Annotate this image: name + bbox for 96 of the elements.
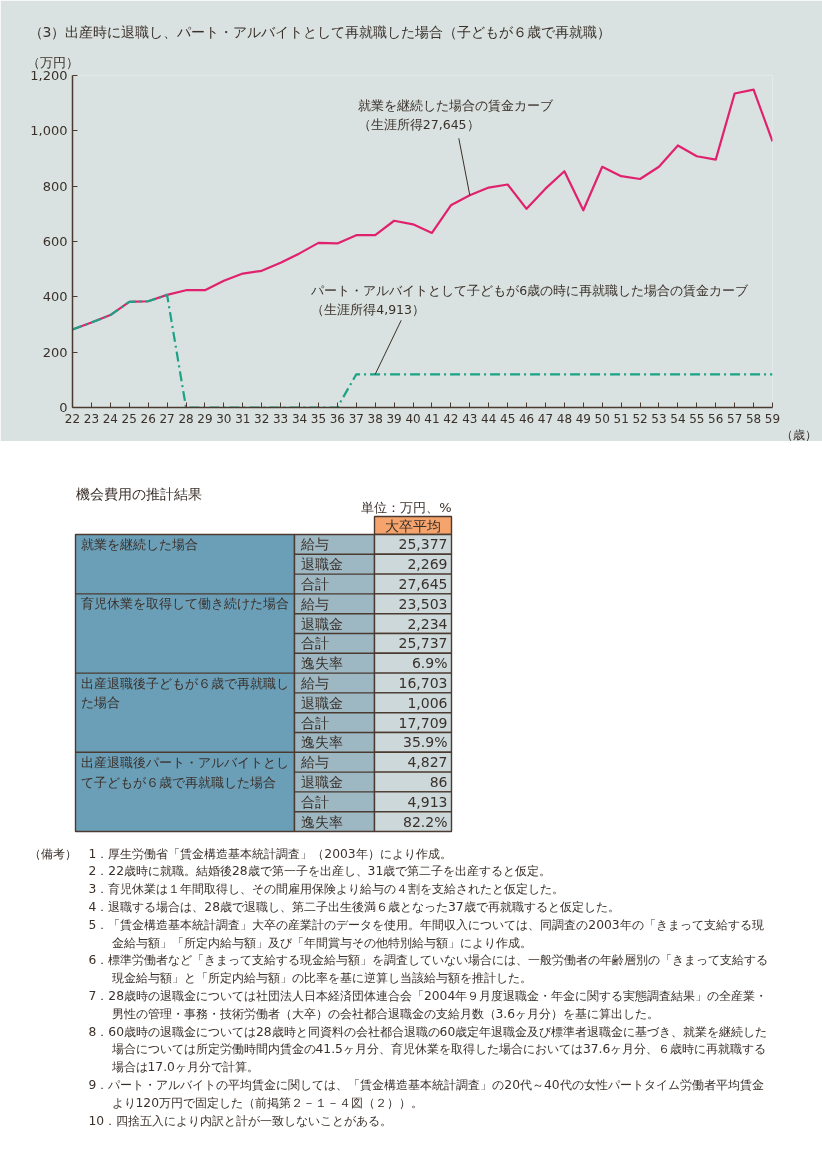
data-label: 4,827 (407, 754, 448, 771)
data-label: 25,377 (398, 536, 448, 553)
y-tick-label: 退職金 (300, 556, 343, 573)
y-tick-label: 400 (42, 289, 68, 305)
y-tick-label: 1,200 (30, 68, 68, 83)
x-tick-label: 31 (235, 411, 251, 426)
y-tick-label: 給与 (299, 754, 329, 771)
y-tick-label: 逸失率 (300, 655, 343, 672)
y2-tick-label: 育児休業を取得して働き続けた場合 (80, 596, 289, 612)
x-tick-label: 42 (443, 411, 459, 426)
text: 8．60歳時の退職金については28歳時と同資料の会社都合退職の60歳定年退職金及び標準者退職金に基づき、就業を継続した場合については所定労働時間内賃金の41.5ヶ月分、育児休業を取得した場合においては37.6ヶ月分、６歳時に再就職する場合は17.0ヶ月分で計算。 (88, 1024, 768, 1075)
x-tick-label: 47 (537, 411, 554, 426)
data-label: 27,645 (398, 576, 448, 592)
data-label: 1,006 (407, 694, 448, 711)
data-label: 6.9% (411, 655, 448, 672)
text: 2．22歳時に就職。結婚後28歳で第一子を出産し、31歳で第二子を出産すると仮定。 (88, 864, 552, 879)
x-tick-label: 49 (575, 411, 591, 426)
x-tick-label: 50 (594, 411, 610, 426)
data-label: 82.2% (403, 813, 448, 830)
x-tick-label: 28 (178, 411, 194, 426)
x-tick-label: 41 (424, 411, 440, 426)
x-tick-label: 51 (613, 411, 629, 426)
y-tick-label: 給与 (299, 536, 329, 553)
x-tick-label: 46 (518, 411, 535, 426)
annotation: 就業を継続した場合の賃金カーブ（生涯所得27,645） (357, 98, 554, 133)
x-tick-label: 55 (689, 411, 705, 426)
text: 5．「賃金構造基本統計調査」大卒の産業計のデータを使用。年間収入については、同調査の2003年の「きまって支給する現金給与額」「所定内給与額」及び「年間賞与その他特別給与額」により作成。 (88, 917, 764, 950)
y-tick-label: 合計 (300, 576, 329, 592)
y-tick-label: 1,000 (30, 123, 68, 139)
x-tick-label: 25 (121, 411, 137, 426)
chart-subtitle: 単位：万円、% (361, 500, 452, 515)
x-tick-label: 53 (651, 411, 667, 426)
x-tick-label: 35 (310, 411, 327, 426)
text: 10．四捨五入により内訳と計が一致しないことがある。 (88, 1113, 393, 1128)
text: 6．標準労働者など「きまって支給する現金給与額」を調査していない場合には、一般労働者の年齢層別の「きまって支給する現金給与額」と「所定内給与額」の比率を基に逆算し当該給与額を推計した。 (88, 953, 769, 986)
x-tick-label: 56 (708, 411, 724, 426)
y-tick-label: 給与 (299, 595, 329, 612)
x-tick-label: 58 (745, 411, 762, 426)
x-tick-label: 27 (159, 411, 175, 426)
y-tick-label: 逸失率 (300, 734, 343, 751)
x-tick-label: 44 (481, 411, 497, 426)
text: 機会費用の推計結果 (75, 485, 202, 502)
x-tick-label: 38 (367, 411, 383, 426)
chart-title: （3）出産時に退職し、パート・アルバイトとして再就職した場合（子どもが６歳で再就職） (28, 23, 612, 40)
data-label: 16,703 (398, 675, 448, 691)
data-label: 2,234 (407, 615, 448, 632)
y-tick-label: 合計 (300, 635, 329, 652)
data-label: 4,913 (407, 793, 448, 810)
x-tick-label: 59 (764, 411, 781, 426)
x-axis-title: （歳） (780, 427, 817, 442)
y-axis-title: （万円） (26, 54, 79, 70)
x-tick-label: 23 (83, 411, 100, 426)
x-tick-label: 52 (632, 411, 648, 426)
y-tick-label: 600 (42, 234, 68, 249)
x-tick-label: 32 (254, 411, 270, 426)
data-label: 35.9% (403, 734, 448, 751)
data-label: 25,737 (398, 635, 448, 652)
x-tick-label: 36 (329, 411, 346, 426)
y2-tick-label: 出産退職後子どもが６歳で再就職した場合 (80, 675, 289, 711)
y2-tick-label: 就業を継続した場合 (80, 536, 198, 552)
y-tick-label: 800 (42, 178, 68, 194)
text: 3．育児休業は１年間取得し、その間雇用保険より給与の４割を支給されたと仮定した。 (88, 882, 565, 897)
y-tick-label: 合計 (300, 793, 329, 810)
x-tick-label: 30 (216, 411, 232, 426)
y2-tick-label: 出産退職後パート・アルバイトとして子どもが６歳で再就職した場合 (80, 754, 289, 790)
text: 7．28歳時の退職金については社団法人日本経済団体連合会「2004年９月度退職金・年金に関する実態調査結果」の全産業・男性の管理・事務・技術労働者（大卒）の会社都合退職金の支給月数（3.6ヶ月分）を基に算出した。 (88, 988, 768, 1021)
data-label: 86 (429, 774, 448, 790)
x-tick-label: 43 (462, 411, 478, 426)
text: 1．厚生労働省「賃金構造基本統計調査」（2003年）により作成。 (88, 846, 452, 861)
data-label: 17,709 (398, 714, 448, 731)
x-tick-label: 57 (727, 411, 743, 426)
x-tick-label: 26 (140, 411, 156, 426)
data-label: 23,503 (398, 595, 448, 612)
text: 4．退職する場合は、28歳で退職し、第二子出生後満６歳となった37歳で再就職すると仮定した。 (88, 899, 620, 914)
x-tick-label: 48 (556, 411, 573, 426)
x-tick-label: 29 (197, 411, 213, 426)
y-tick-label: 逸失率 (300, 813, 343, 830)
text: （備考） (28, 846, 77, 861)
y-tick-label: 退職金 (300, 774, 343, 790)
x-tick-label: 54 (670, 411, 686, 426)
x-tick-label: 37 (348, 411, 364, 426)
x-tick-label: 39 (386, 411, 402, 426)
y-tick-label: 給与 (299, 675, 329, 691)
annotation: パート・アルバイトとして子どもが6歳の時に再就職した場合の賃金カーブ（生涯所得4,913） (310, 283, 750, 318)
x-tick-label: 45 (500, 411, 516, 426)
y-tick-label: 退職金 (300, 694, 343, 711)
y-tick-label: 合計 (300, 714, 329, 731)
x-tick-label: 24 (102, 411, 118, 426)
y-tick-label: 退職金 (300, 615, 343, 632)
x-tick-label: 大卒平均 (385, 517, 441, 534)
data-label: 2,269 (407, 556, 448, 573)
text: 9．パート・アルバイトの平均賃金に関しては、「賃金構造基本統計調査」の20代～40代の女性パートタイム労働者平均賃金より120万円で固定した（前掲第２－１－４図（２））。 (88, 1077, 764, 1110)
y-tick-label: 200 (42, 344, 68, 360)
x-tick-label: 33 (272, 411, 289, 426)
x-tick-label: 40 (405, 411, 421, 426)
x-tick-label: 34 (291, 411, 308, 426)
